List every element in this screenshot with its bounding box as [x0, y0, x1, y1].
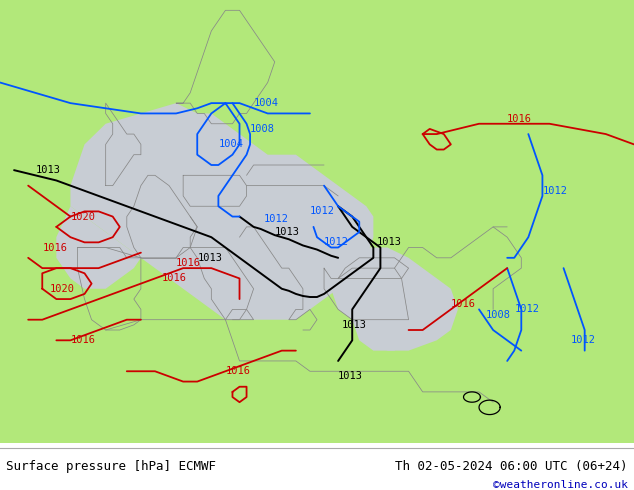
Polygon shape: [56, 206, 141, 289]
Text: Surface pressure [hPa] ECMWF: Surface pressure [hPa] ECMWF: [6, 460, 216, 473]
Text: 1016: 1016: [507, 114, 532, 123]
Text: ©weatheronline.co.uk: ©weatheronline.co.uk: [493, 480, 628, 490]
Text: Th 02-05-2024 06:00 UTC (06+24): Th 02-05-2024 06:00 UTC (06+24): [395, 460, 628, 473]
Polygon shape: [331, 247, 458, 351]
Text: 1013: 1013: [275, 227, 300, 237]
Text: 1004: 1004: [254, 98, 278, 108]
Text: 1020: 1020: [70, 212, 96, 221]
Text: 1008: 1008: [250, 124, 275, 134]
Text: 1012: 1012: [324, 237, 349, 247]
Text: 1012: 1012: [264, 214, 289, 223]
Text: 1016: 1016: [162, 273, 187, 283]
Text: 1013: 1013: [377, 237, 402, 247]
Text: 1012: 1012: [514, 304, 540, 315]
Text: 1016: 1016: [176, 258, 201, 268]
Polygon shape: [353, 299, 416, 351]
Text: 1013: 1013: [36, 165, 60, 175]
Text: 1012: 1012: [310, 206, 335, 217]
Text: 1012: 1012: [543, 186, 567, 196]
Text: 1016: 1016: [226, 366, 250, 376]
Text: 1016: 1016: [451, 299, 476, 309]
Text: 1020: 1020: [49, 284, 74, 294]
Text: 1013: 1013: [342, 320, 366, 330]
Text: 1008: 1008: [486, 310, 511, 319]
Text: 1004: 1004: [218, 139, 243, 149]
Text: 1013: 1013: [338, 371, 363, 381]
Text: 1013: 1013: [197, 253, 223, 263]
Text: 1016: 1016: [70, 335, 96, 345]
Text: 1016: 1016: [42, 243, 67, 252]
Text: 1012: 1012: [571, 335, 595, 345]
Polygon shape: [70, 103, 373, 319]
